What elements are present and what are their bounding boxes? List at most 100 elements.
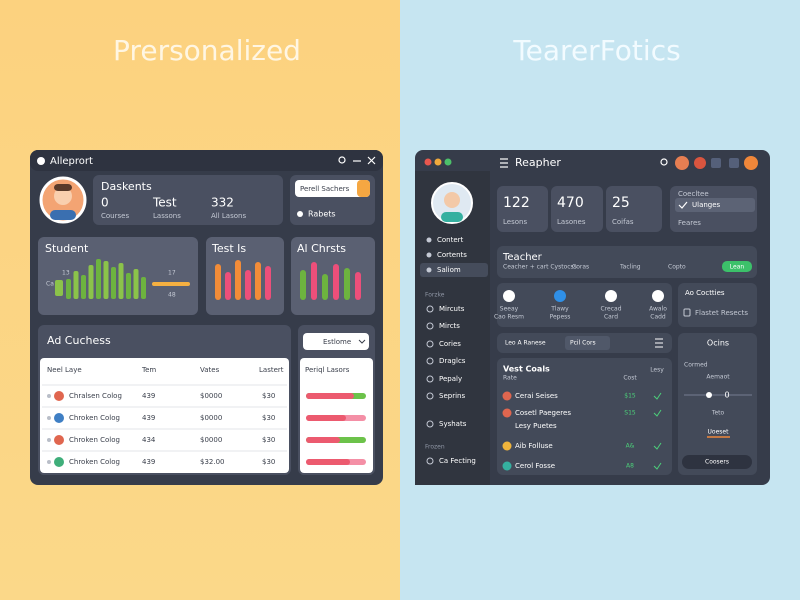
row-value: A& [626,443,635,450]
dropdown[interactable] [303,333,369,350]
button-accent [357,180,370,197]
shortcut-label[interactable]: Card [604,314,618,321]
menu-item[interactable]: Mircuts [439,305,465,313]
menu-icon [426,420,434,428]
menu-item[interactable]: Syshats [439,420,467,428]
bar [73,271,79,299]
stat-value: Test [152,196,177,210]
avatar-hair [54,184,72,191]
menu-icon [426,457,434,465]
shortcut-icon [652,290,664,302]
link-icon [297,211,303,217]
menu-item[interactable]: Ca Fecting [439,457,476,465]
bar [133,269,139,299]
options-title: Ocins [707,339,729,348]
nav-item[interactable]: Cortents [437,251,467,259]
row-name: Cerai Seises [515,392,558,400]
row-name: Lesy Puetes [515,422,557,430]
options-link[interactable]: Uoeset [708,429,730,436]
icon-button [729,158,739,168]
primary-button[interactable] [295,180,370,197]
card-title: Test Is [211,242,246,255]
box-title: Coecltee [678,190,709,198]
search-icon [338,156,346,164]
stat-card [551,186,603,232]
button-label[interactable]: Coosers [705,459,729,466]
icon-button [711,158,721,168]
button-label[interactable]: Ulanges [692,201,721,209]
row-cell: $30 [262,458,275,466]
row-value: $15 [624,393,636,400]
window-title: Alleprort [50,156,93,167]
close-icon[interactable] [367,156,376,165]
shortcut-label[interactable]: Cadd [650,314,666,321]
progress-fill [306,437,340,443]
axis-label: 48 [168,292,176,299]
options-button[interactable] [682,455,752,469]
tab[interactable]: Pcil Cors [570,340,596,347]
shortcut-label[interactable]: Seeay [500,306,519,313]
shortcut-label[interactable]: Tlawy [550,306,569,313]
bar [344,268,350,300]
row-check [653,462,662,470]
menu-icon [426,305,434,313]
row-name: Chralsen Colog [69,392,122,400]
row-dot [47,416,51,420]
stat-card [497,186,548,232]
stat-label: All Lasons [211,212,246,220]
dropdown-label[interactable]: Estlome [323,338,351,346]
box-button[interactable] [675,198,755,212]
row-avatar [502,441,512,451]
stat-label: Coifas [612,218,634,226]
menu-item[interactable]: Seprins [439,392,465,400]
shortcut-label[interactable]: Cao Resm [494,314,524,321]
stat-value: 122 [503,195,530,211]
button-label[interactable]: Perell Sachers [300,185,350,193]
menu-item[interactable]: Mircts [439,322,460,330]
row-value: S15 [624,410,636,417]
row-cell: 439 [142,414,155,422]
row-cell: $30 [262,392,275,400]
table-body [40,358,289,473]
nav-item[interactable]: Saliom [437,266,461,274]
tab[interactable]: Leo A Ranese [505,340,546,347]
link[interactable]: Rabets [308,210,336,219]
nav-highlight [420,263,488,277]
nav-icon [426,267,432,273]
bar-item: Copto [668,264,686,271]
row-cell: 439 [142,458,155,466]
row-name: Chroken Colog [69,458,120,466]
nav-icon [426,252,432,258]
menu-item[interactable]: Cories [439,340,461,348]
axis-label: 17 [168,270,176,277]
stat-label: Lesons [503,218,527,226]
window-dot [424,158,432,166]
row-cell: 434 [142,436,156,444]
options-label: Teto [711,410,725,417]
row-cell: $30 [262,414,275,422]
axis-label: Ca [46,281,54,288]
row-check [653,392,662,400]
row-name: Chroken Colog [69,436,120,444]
box-link[interactable]: Feares [678,219,701,227]
shortcut-icon [554,290,566,302]
bar [103,261,109,299]
row-cell: $0000 [200,436,222,444]
menu-item[interactable]: Pepaly [439,375,462,383]
row-avatar [502,408,512,418]
activity-item: Flastet Resects [695,309,748,317]
bar [66,279,71,299]
stat-value: 332 [211,196,234,210]
shortcut-label[interactable]: Pepess [550,314,571,321]
menu-item[interactable]: Draglcs [439,357,466,365]
bar [215,264,221,300]
shortcut-panel [497,283,672,327]
nav-item[interactable]: Contert [437,236,464,244]
bar [255,262,261,300]
bar [81,275,86,299]
shortcut-label[interactable]: Awalo [649,306,667,313]
shortcut-label[interactable]: Crecad [601,306,622,313]
bar [118,263,124,299]
activity-icon [683,308,691,317]
user-avatar [694,157,706,169]
